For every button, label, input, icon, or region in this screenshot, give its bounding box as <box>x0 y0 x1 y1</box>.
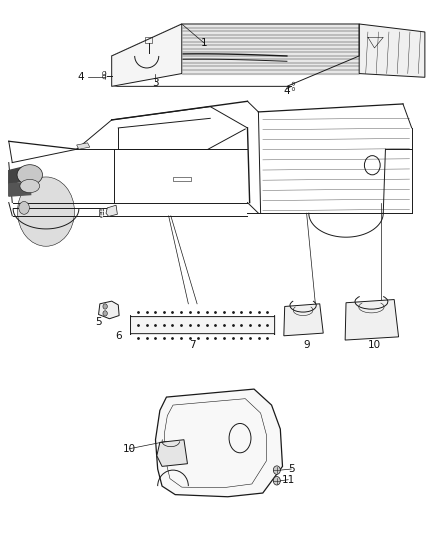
Text: 6: 6 <box>115 331 122 341</box>
Polygon shape <box>112 24 359 86</box>
Polygon shape <box>345 300 399 340</box>
Bar <box>145 37 152 43</box>
Text: 10: 10 <box>123 444 136 454</box>
Circle shape <box>19 201 29 214</box>
Circle shape <box>18 177 74 246</box>
Text: 4: 4 <box>78 72 85 82</box>
Text: 3: 3 <box>152 78 159 87</box>
Polygon shape <box>9 167 22 184</box>
Circle shape <box>103 304 107 309</box>
Polygon shape <box>155 389 283 497</box>
Bar <box>173 177 191 181</box>
Ellipse shape <box>17 165 42 185</box>
Polygon shape <box>359 24 425 77</box>
FancyBboxPatch shape <box>131 316 275 335</box>
Circle shape <box>273 477 280 485</box>
Polygon shape <box>77 143 90 149</box>
Text: 5: 5 <box>288 464 295 474</box>
Circle shape <box>99 208 104 214</box>
Polygon shape <box>157 440 187 466</box>
Text: 9: 9 <box>303 341 310 350</box>
Text: 4: 4 <box>283 86 290 95</box>
Circle shape <box>273 466 280 474</box>
Polygon shape <box>112 24 182 86</box>
Text: 5: 5 <box>95 318 102 327</box>
Text: 11: 11 <box>282 475 295 484</box>
Text: 10: 10 <box>368 341 381 350</box>
Polygon shape <box>284 304 323 336</box>
Ellipse shape <box>20 179 39 193</box>
Polygon shape <box>182 24 359 74</box>
Polygon shape <box>99 301 119 319</box>
Circle shape <box>103 311 107 316</box>
Circle shape <box>99 212 104 217</box>
Polygon shape <box>9 182 31 196</box>
Polygon shape <box>106 205 117 216</box>
Text: 7: 7 <box>189 341 196 350</box>
Text: 1: 1 <box>200 38 207 47</box>
